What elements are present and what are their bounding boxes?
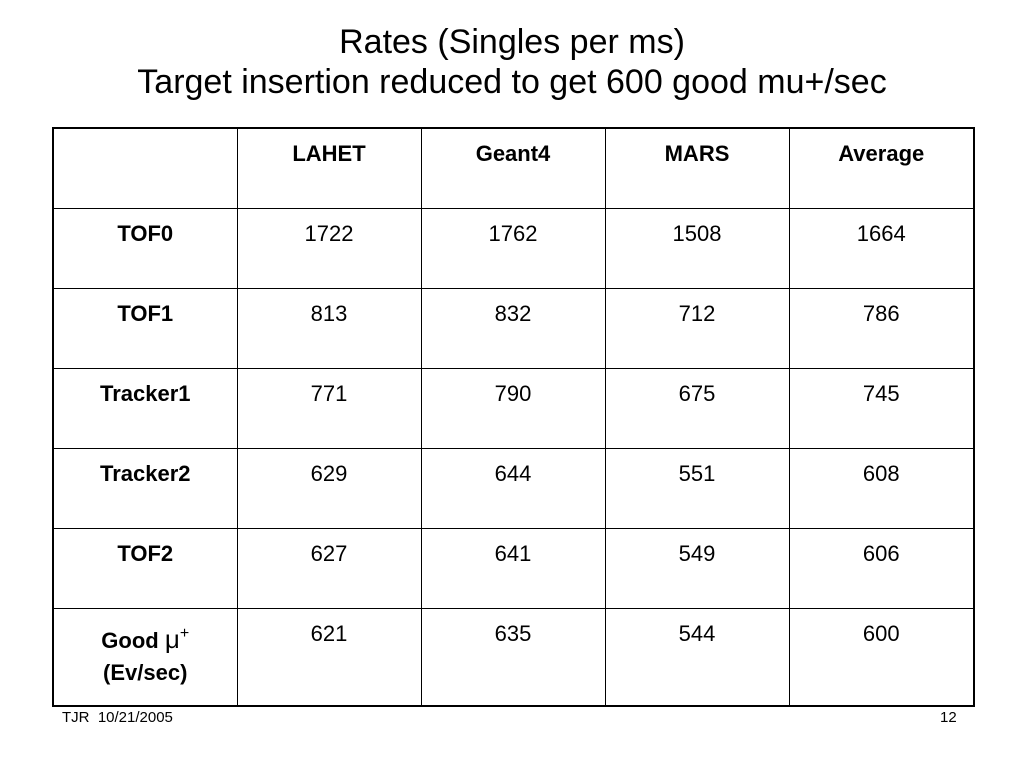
table-cell: 1508 [604, 207, 790, 289]
table-cell: 629 [236, 447, 422, 529]
rates-table: LAHET Geant4 MARS Average TOF0 1722 1762… [52, 127, 975, 707]
header-cell-empty [52, 127, 238, 209]
header-cell-geant4: Geant4 [420, 127, 606, 209]
table-cell: 608 [788, 447, 975, 529]
header-cell-average: Average [788, 127, 975, 209]
table-cell: 745 [788, 367, 975, 449]
table-row: TOF1 813 832 712 786 [52, 287, 975, 369]
header-cell-mars: MARS [604, 127, 790, 209]
mu-charge: + [179, 624, 190, 642]
table-row: Tracker1 771 790 675 745 [52, 367, 975, 449]
table-cell: 1722 [236, 207, 422, 289]
table-row: TOF0 1722 1762 1508 1664 [52, 207, 975, 289]
row-label: Tracker1 [52, 367, 238, 449]
mu-symbol: μ+ [165, 624, 189, 654]
header-cell-lahet: LAHET [236, 127, 422, 209]
table-cell: 712 [604, 287, 790, 369]
table-cell: 1664 [788, 207, 975, 289]
table-cell: 627 [236, 527, 422, 609]
table-cell: 544 [604, 607, 790, 707]
table-cell: 551 [604, 447, 790, 529]
table-row: Tracker2 629 644 551 608 [52, 447, 975, 529]
row-label-good: Good [101, 627, 159, 653]
row-sublabel: (Ev/sec) [103, 659, 188, 685]
table-cell: 641 [420, 527, 606, 609]
table-cell: 675 [604, 367, 790, 449]
title-line-1: Rates (Singles per ms) [339, 23, 685, 61]
footer-page-number: 12 [940, 709, 957, 726]
table-cell: 549 [604, 527, 790, 609]
row-label: TOF0 [52, 207, 238, 289]
title-line-2: Target insertion reduced to get 600 good… [137, 63, 887, 101]
table-cell: 635 [420, 607, 606, 707]
slide-title: Rates (Singles per ms) Target insertion … [0, 22, 1024, 102]
table-cell: 621 [236, 607, 422, 707]
table-cell: 771 [236, 367, 422, 449]
footer-author-date: TJR 10/21/2005 [62, 709, 173, 726]
table-cell: 790 [420, 367, 606, 449]
table-cell: 606 [788, 527, 975, 609]
row-label: Tracker2 [52, 447, 238, 529]
row-label-good-mu: Good μ+ (Ev/sec) [52, 607, 238, 707]
table-cell: 813 [236, 287, 422, 369]
table-row: Good μ+ (Ev/sec) 621 635 544 600 [52, 607, 975, 707]
table-cell: 786 [788, 287, 975, 369]
table-row: TOF2 627 641 549 606 [52, 527, 975, 609]
row-label: TOF2 [52, 527, 238, 609]
row-label: TOF1 [52, 287, 238, 369]
mu-glyph: μ [164, 623, 180, 654]
table-cell: 832 [420, 287, 606, 369]
table-cell: 644 [420, 447, 606, 529]
header-row: LAHET Geant4 MARS Average [52, 127, 975, 209]
table-cell: 1762 [420, 207, 606, 289]
table-cell: 600 [788, 607, 975, 707]
